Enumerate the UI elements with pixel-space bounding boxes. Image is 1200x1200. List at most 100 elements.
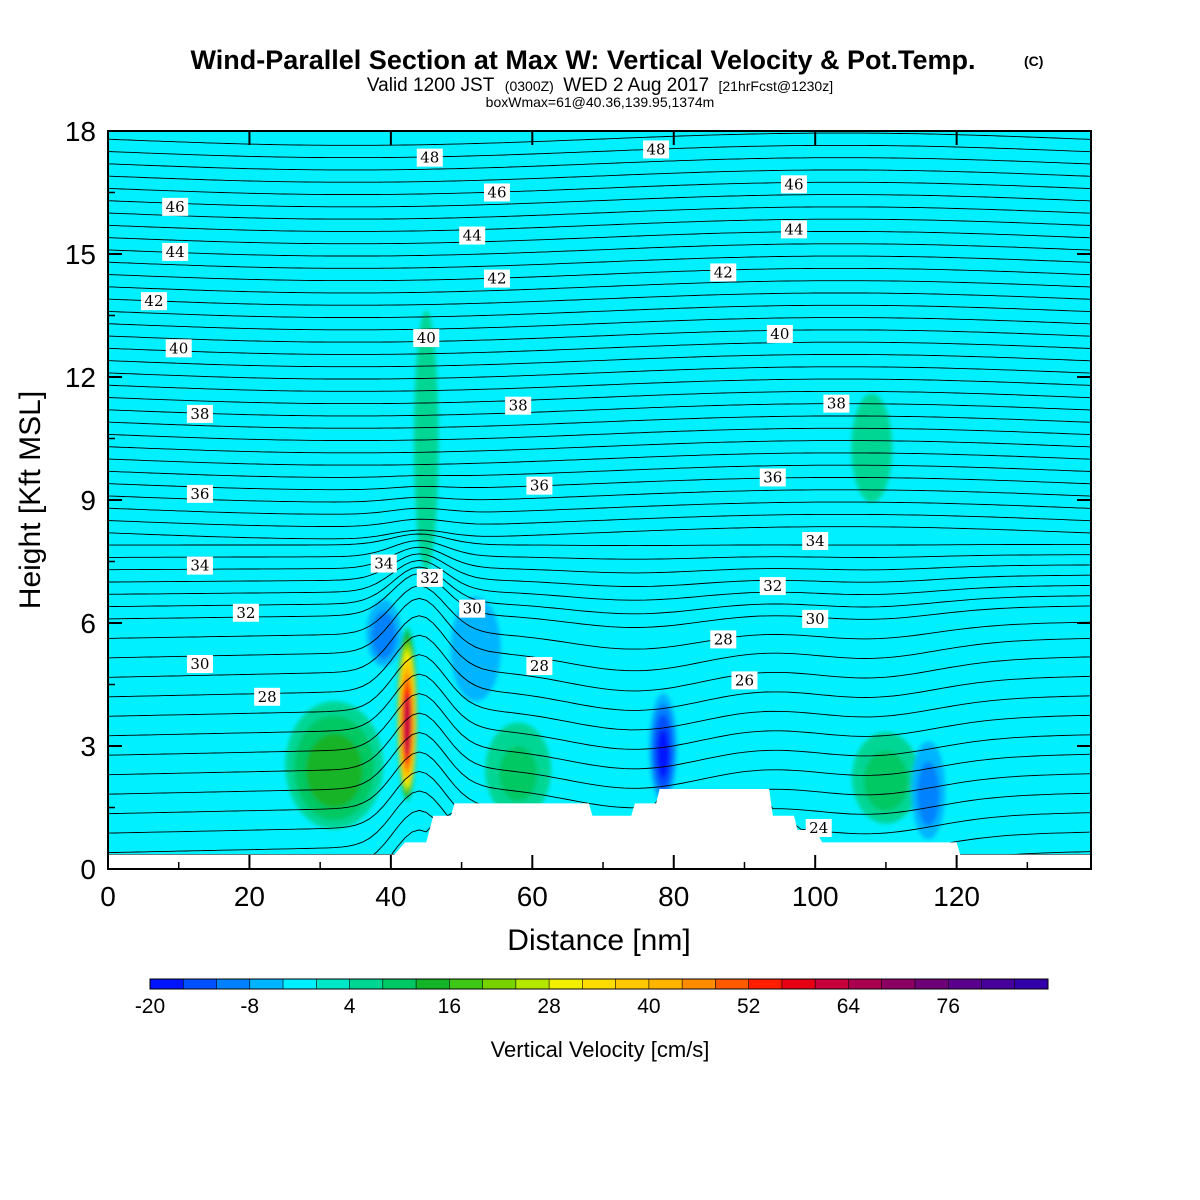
w-contour-fill [306, 733, 363, 808]
chart-subtitle: Valid 1200 JST (0300Z) WED 2 Aug 2017 [2… [367, 75, 833, 96]
theta-label-box [459, 226, 486, 245]
theta-label-text: 48 [420, 149, 439, 167]
colorbar-tick-label: -20 [135, 995, 165, 1018]
w-contour-fill [851, 393, 893, 503]
theta-label: 36 [186, 484, 213, 503]
theta-contour [108, 489, 1091, 503]
w-feature-downdraft [911, 741, 946, 840]
theta-label-text: 42 [144, 292, 163, 310]
theta-label-box [186, 655, 213, 673]
theta-contour [108, 415, 1091, 429]
theta-contour [108, 673, 1091, 750]
y-axis-label: Height [Kft MSL] [14, 391, 47, 609]
theta-label: 32 [416, 568, 443, 587]
colorbar-swatch [316, 979, 351, 989]
theta-label: 44 [459, 226, 486, 245]
w-contour-fill [863, 750, 909, 811]
colorbar-swatch [1014, 979, 1049, 989]
theta-label-text: 46 [784, 175, 803, 193]
colorbar-swatch [715, 979, 750, 989]
theta-label-box [710, 263, 737, 282]
theta-label-box [766, 324, 793, 343]
x-tick-label: 60 [517, 881, 548, 912]
colorbar-tick-label: 76 [937, 995, 960, 1018]
theta-contour [108, 403, 1091, 417]
theta-contour [108, 132, 1091, 146]
theta-contour [108, 693, 1091, 770]
theta-contour [108, 181, 1091, 195]
colorbar-swatch [648, 979, 683, 989]
theta-label-box [186, 404, 213, 423]
theta-label-box [370, 554, 397, 573]
theta-label-box [186, 556, 213, 575]
colorbar-swatch [515, 979, 550, 989]
w-contour-fill [450, 596, 501, 702]
theta-label-box [823, 394, 850, 413]
chart-annotation: boxWmax=61@40.36,139.95,1374m [486, 94, 715, 110]
theta-label: 26 [731, 671, 758, 690]
theta-label-box [802, 609, 829, 628]
colorbar-swatch [249, 979, 284, 989]
theta-contour [108, 243, 1091, 257]
colorbar-swatch [615, 979, 650, 989]
theta-contour [108, 540, 1091, 560]
theta-label-box [759, 577, 786, 596]
colorbar-swatch [216, 979, 251, 989]
theta-label: 40 [413, 329, 440, 348]
theta-label-text: 40 [770, 325, 789, 343]
colorbar-tick-label: 28 [537, 995, 560, 1018]
colorbar-tick-label: -8 [240, 995, 259, 1018]
colorbar-swatch [881, 979, 916, 989]
theta-contour [108, 513, 1091, 527]
theta-contour [108, 615, 1091, 692]
theta-label: 30 [802, 609, 829, 628]
x-tick-label: 40 [375, 881, 406, 912]
theta-label: 40 [165, 339, 192, 358]
theta-contour [108, 341, 1091, 355]
theta-label-text: 42 [487, 270, 506, 288]
theta-label: 34 [370, 554, 397, 573]
theta-contour [108, 573, 1091, 628]
x-tick-label: 120 [933, 881, 980, 912]
theta-label-text: 28 [714, 630, 733, 648]
theta-contour [108, 304, 1091, 318]
theta-label: 34 [802, 532, 829, 550]
theta-contour [108, 378, 1091, 392]
theta-label-text: 40 [417, 329, 436, 347]
theta-label-box [526, 657, 553, 676]
theta-label-text: 36 [530, 477, 549, 495]
theta-label-text: 32 [420, 569, 439, 587]
x-tick-label: 0 [100, 881, 116, 912]
theta-contour [108, 712, 1091, 789]
y-tick-label: 6 [80, 608, 96, 639]
theta-label: 40 [766, 324, 793, 343]
w-feature-downdraft [450, 596, 501, 702]
theta-label-text: 46 [166, 198, 185, 216]
theta-contour [108, 654, 1091, 731]
theta-label-box [416, 148, 443, 167]
theta-label-text: 38 [827, 395, 846, 413]
theta-contour [108, 452, 1091, 466]
w-feature-updraft [851, 393, 893, 503]
colorbar-swatch [981, 979, 1016, 989]
theta-label: 38 [823, 394, 850, 413]
theta-label-text: 34 [806, 532, 825, 550]
theta-contour [108, 255, 1091, 269]
theta-label: 28 [526, 657, 553, 676]
theta-label-box [526, 476, 553, 495]
theta-label-text: 30 [806, 610, 825, 628]
colorbar-tick-label: 16 [438, 995, 461, 1018]
chart-title: Wind-Parallel Section at Max W: Vertical… [191, 45, 976, 75]
colorbar-swatch [449, 979, 484, 989]
theta-label: 32 [759, 577, 786, 596]
theta-label-box [140, 292, 167, 311]
theta-label-box [505, 396, 532, 415]
colorbar-swatch [416, 979, 450, 989]
colorbar-swatch [682, 979, 716, 989]
w-contour-fill [413, 310, 439, 571]
y-tick-label: 9 [80, 485, 96, 516]
theta-label-box [165, 339, 192, 358]
theta-contour [108, 559, 1091, 601]
w-feature-downdraft [366, 599, 402, 667]
